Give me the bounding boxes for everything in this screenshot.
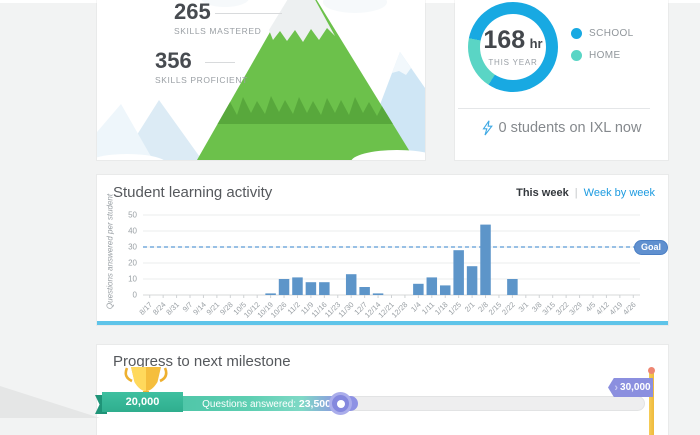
time-donut-chart: 168 hr THIS YEAR [468, 2, 558, 92]
svg-text:0: 0 [133, 291, 138, 300]
svg-text:2/1: 2/1 [463, 300, 477, 314]
progress-label: Questions answered: 23,500 [202, 398, 358, 410]
cloud-small [201, 0, 249, 7]
svg-text:50: 50 [128, 211, 137, 220]
flag-pole [649, 371, 654, 435]
legend-home-label: HOME [589, 50, 621, 61]
goal-badge: Goal [634, 240, 669, 255]
progress-label-text: Questions answered: [202, 398, 297, 410]
progress-value: 23,500 [298, 397, 331, 410]
milestone-card-title: Progress to next milestone [113, 353, 291, 370]
flag-pole-top [648, 367, 655, 374]
progress-knob-dot [336, 399, 345, 408]
divider [458, 108, 650, 109]
svg-text:12/28: 12/28 [390, 300, 410, 320]
skills-mastered-stat: 265 SKILLS MASTERED [174, 0, 262, 37]
svg-text:1/25: 1/25 [446, 300, 463, 317]
view-toggle: This week | Week by week [516, 187, 655, 199]
period-label: THIS YEAR [488, 57, 538, 67]
mountain-illustration [97, 0, 425, 160]
legend-item-home: HOME [571, 50, 634, 61]
hours-unit: hr [529, 35, 543, 51]
skills-proficient-value: 356 [155, 48, 192, 73]
svg-text:3/29: 3/29 [567, 300, 584, 317]
card-accent-bar [97, 321, 668, 325]
ground-mist [351, 150, 425, 160]
learning-activity-card: Student learning activity This week | We… [97, 175, 669, 325]
legend-school-label: SCHOOL [589, 28, 634, 39]
svg-text:40: 40 [128, 227, 137, 236]
trophy-icon [124, 367, 168, 399]
skills-mastered-label: SKILLS MASTERED [174, 26, 262, 36]
milestone-end-flag: › 30,000 [608, 378, 653, 397]
ground-mist-left [97, 154, 164, 160]
students-online-text: 0 students on IXL now [498, 120, 642, 136]
leader-line [215, 13, 282, 14]
students-online-status: 0 students on IXL now [455, 120, 668, 136]
tree-band [197, 96, 401, 124]
background-mountain-right-snowcap [392, 52, 411, 75]
flag-chevron-icon: › [614, 381, 619, 394]
progress-knob-ring [332, 395, 349, 412]
toggle-separator: | [574, 187, 578, 199]
background-mountain-left-light [97, 104, 153, 160]
donut-legend: SCHOOL HOME [571, 28, 634, 72]
leader-line [205, 62, 235, 63]
milestone-progress-card: Progress to next milestone Questions ans… [95, 345, 668, 435]
milestone-start-ribbon: 20,000 [102, 392, 183, 412]
hours-value: 168 [483, 25, 526, 54]
school-dot-icon [571, 28, 582, 39]
corner-decoration [0, 386, 100, 418]
svg-text:10: 10 [128, 275, 137, 284]
skills-proficient-stat: 356 SKILLS PROFICIENT [155, 48, 248, 86]
home-dot-icon [571, 50, 582, 61]
time-spent-card: 168 hr THIS YEAR SCHOOL HOME 0 students … [455, 0, 668, 160]
skills-summary-card: 265 SKILLS MASTERED 356 SKILLS PROFICIEN… [97, 0, 425, 160]
svg-text:4/26: 4/26 [621, 300, 638, 317]
svg-text:8/31: 8/31 [164, 300, 181, 317]
svg-text:30: 30 [128, 243, 137, 252]
svg-text:20: 20 [128, 259, 137, 268]
toggle-this-week[interactable]: This week [516, 187, 569, 199]
activity-card-title: Student learning activity [113, 184, 273, 201]
toggle-week-by-week-link[interactable]: Week by week [583, 187, 655, 199]
donut-center: 168 hr THIS YEAR [480, 14, 546, 80]
milestone-end-label: 30,000 [620, 382, 651, 393]
progress-knob [329, 392, 352, 415]
lightning-bolt-icon [481, 120, 493, 136]
snow-cap [269, 0, 335, 42]
cloud [323, 0, 387, 13]
svg-text:3/1: 3/1 [516, 300, 530, 314]
skills-mastered-value: 265 [174, 0, 211, 24]
hours-total: 168 hr [483, 25, 543, 56]
legend-item-school: SCHOOL [571, 28, 634, 39]
svg-text:2/22: 2/22 [500, 300, 517, 317]
skills-proficient-label: SKILLS PROFICIENT [155, 75, 248, 85]
